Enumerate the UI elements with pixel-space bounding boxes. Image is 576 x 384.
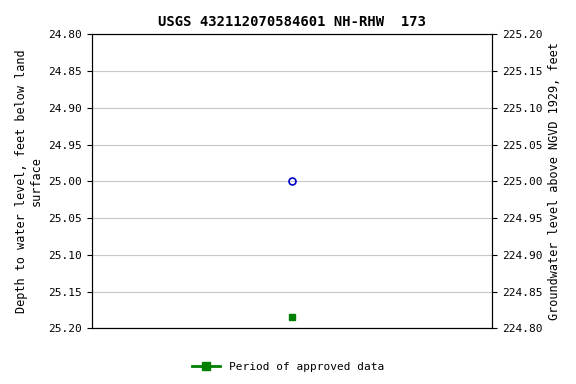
Legend: Period of approved data: Period of approved data [188, 358, 388, 377]
Y-axis label: Groundwater level above NGVD 1929, feet: Groundwater level above NGVD 1929, feet [548, 43, 561, 320]
Title: USGS 432112070584601 NH-RHW  173: USGS 432112070584601 NH-RHW 173 [158, 15, 426, 29]
Y-axis label: Depth to water level, feet below land
surface: Depth to water level, feet below land su… [15, 50, 43, 313]
